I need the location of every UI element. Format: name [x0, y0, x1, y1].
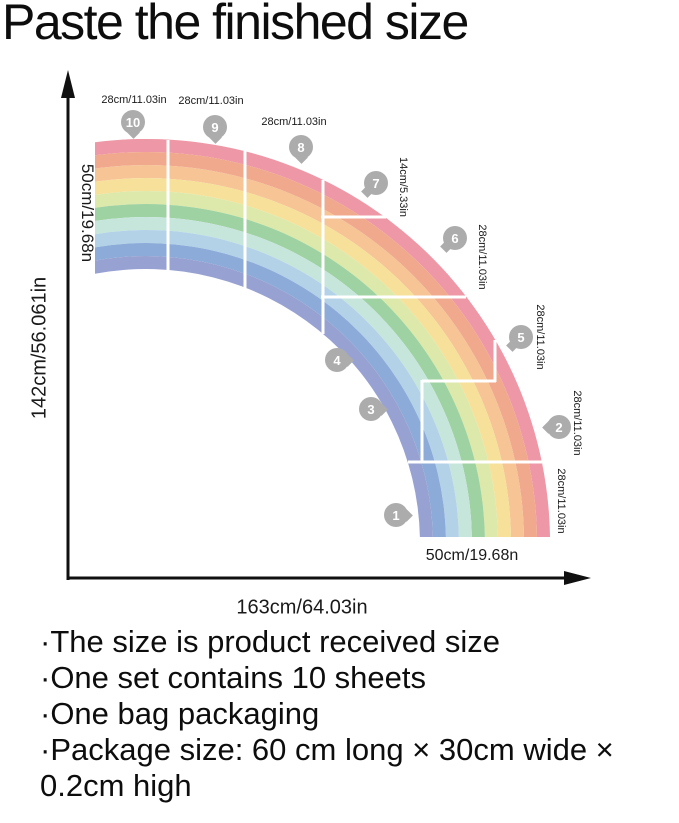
sheet-number: 2 [555, 419, 563, 435]
y-axis-label: 142cm/56.061in [28, 276, 51, 420]
arc-bottom-end-label: 50cm/19.68n [425, 547, 519, 564]
sheet-size-label: 14cm/5.33in [397, 157, 409, 217]
sheet-number: 10 [125, 114, 141, 130]
sheet-badge: 6 [440, 226, 467, 253]
page-title: Paste the finished size [2, 0, 469, 50]
sheet-badge: 4 [325, 348, 354, 372]
sheet-size-label: 28cm/11.03in [534, 304, 546, 370]
sheet-divider-lines [166, 140, 542, 464]
y-axis-arrow-icon [61, 70, 75, 98]
sheet-size-label: 28cm/11.03in [476, 224, 488, 290]
sheet-badge: 3 [359, 397, 388, 421]
note-item: ·The size is product received size [40, 624, 501, 659]
sheet-size-label: 28cm/11.03in [101, 94, 167, 106]
sheet-number: 9 [211, 119, 219, 135]
sheet-number: 5 [517, 329, 525, 345]
arc-left-end-label: 50cm/19.68n [78, 163, 97, 263]
x-axis-label: 163cm/64.03in [236, 596, 368, 619]
size-diagram [61, 70, 591, 585]
sheet-badge: 5 [506, 325, 533, 352]
sheet-badge: 10 [121, 110, 145, 139]
sheet-badge: 1 [384, 503, 413, 527]
sheet-size-label: 28cm/11.03in [571, 390, 583, 456]
sheet-number: 8 [297, 139, 305, 155]
sheet-size-label: 28cm/11.03in [555, 468, 567, 534]
sheet-size-label: 28cm/11.03in [261, 116, 327, 128]
sheet-number: 7 [372, 175, 380, 191]
note-item: ·One bag packaging [40, 696, 320, 731]
sheet-number: 4 [333, 352, 341, 368]
sheet-badge: 7 [361, 171, 388, 198]
sheet-badge: 8 [289, 135, 313, 164]
sheet-badge: 2 [542, 415, 571, 439]
sheet-number: 3 [367, 401, 375, 417]
x-axis-arrow-icon [564, 571, 591, 585]
sheet-size-label: 28cm/11.03in [178, 95, 244, 107]
sheet-number: 6 [451, 230, 459, 246]
note-item: ·Package size: 60 cm long × 30cm wide × … [40, 732, 614, 803]
sheet-number: 1 [392, 507, 400, 523]
axes [61, 70, 591, 585]
note-item: ·One set contains 10 sheets [40, 660, 427, 695]
notes-list: ·The size is product received size ·One s… [40, 624, 665, 804]
sheet-badge: 9 [203, 115, 227, 144]
